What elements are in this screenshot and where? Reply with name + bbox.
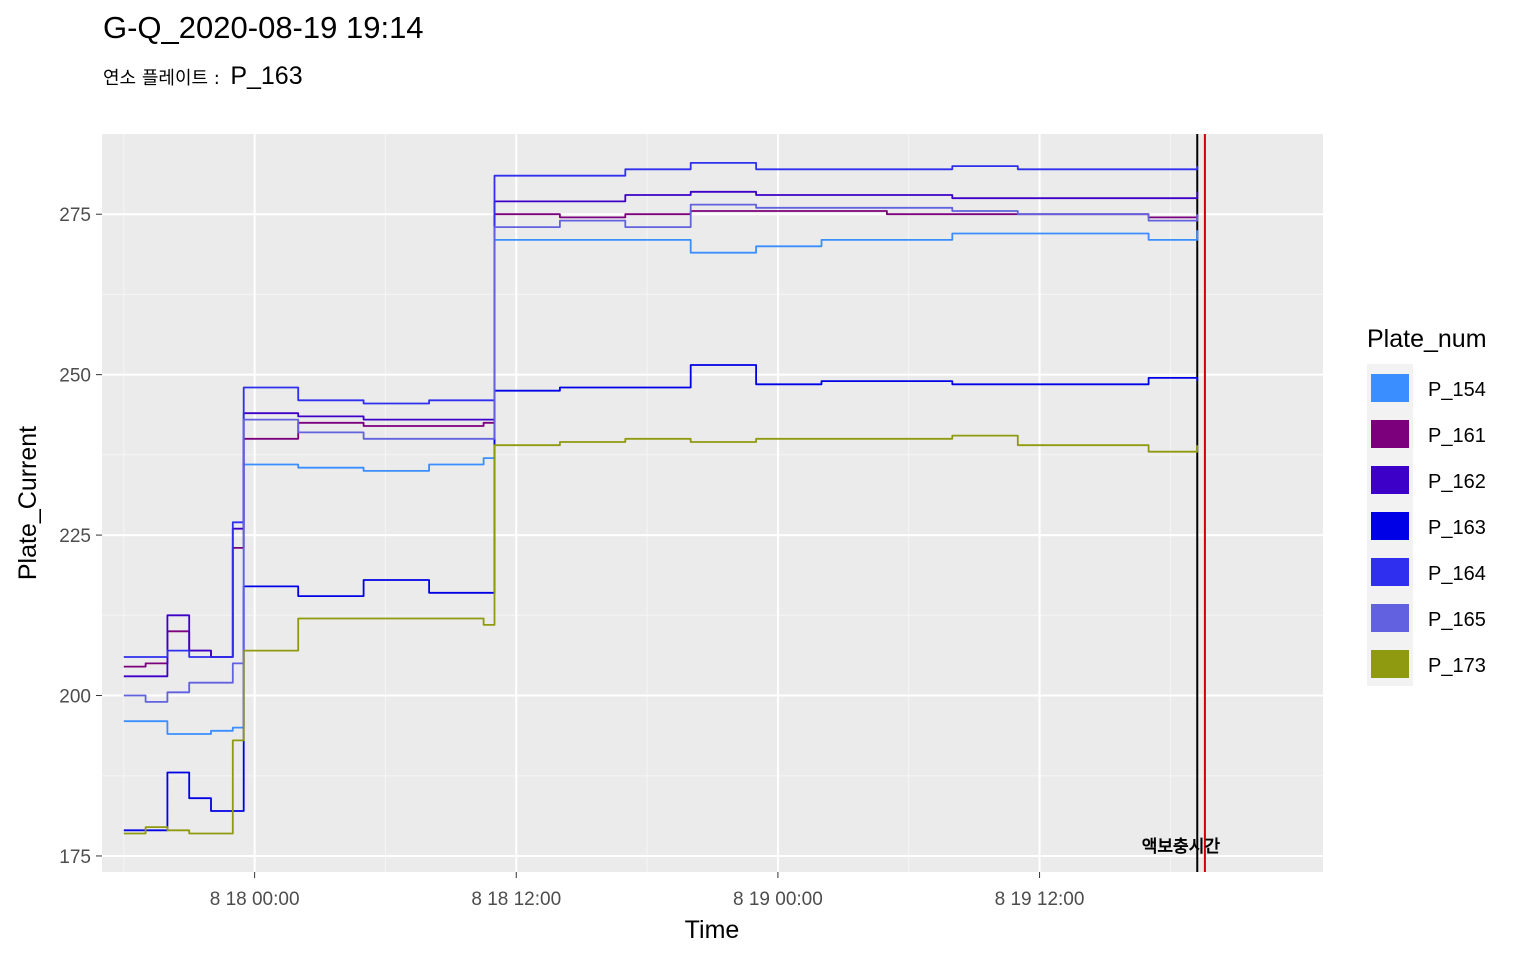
x-tick-label: 8 19 12:00 [995, 889, 1085, 910]
legend-label: P_164 [1428, 563, 1486, 585]
legend-label: P_173 [1428, 655, 1486, 677]
legend-swatch [1371, 650, 1409, 678]
legend-swatch [1371, 374, 1409, 402]
grid-lines [102, 134, 1323, 872]
x-tick-label: 8 18 00:00 [210, 889, 300, 910]
legend-swatch [1371, 512, 1409, 540]
legend-swatch [1371, 558, 1409, 586]
vline-annotation: 액보충시간 [1142, 837, 1221, 857]
legend-label: P_165 [1428, 609, 1486, 631]
x-axis-title: Time [685, 916, 740, 944]
series-line-p-173 [123, 434, 1199, 835]
series-line-p-154 [123, 230, 1199, 735]
reference-lines: 액보충시간 [1142, 134, 1221, 872]
legend-swatch [1371, 420, 1409, 448]
chart-subtitle: 연소 플레이트 : P_163 [103, 62, 303, 91]
subtitle-label: 연소 플레이트 : [103, 68, 220, 89]
axes: 175 200 225 250 275 8 18 00:00 8 18 12:00 8 19 … [59, 205, 1084, 910]
legend-swatch [1371, 466, 1409, 494]
chart-title: G-Q_2020-08-19 19:14 [103, 10, 424, 45]
y-tick-label: 175 [59, 847, 91, 868]
x-tick-label: 8 18 12:00 [471, 889, 561, 910]
y-axis-title: Plate_Current [14, 426, 42, 580]
x-tick-label: 8 19 00:00 [733, 889, 823, 910]
legend-title: Plate_num [1367, 325, 1487, 353]
legend: Plate_num P_154 P_161 P_162 P_163 P_164 P_165… [1367, 325, 1487, 686]
series-line-p-162 [123, 190, 1199, 678]
legend-label: P_162 [1428, 471, 1486, 493]
legend-label: P_163 [1428, 517, 1486, 539]
y-tick-label: 200 [59, 687, 91, 708]
series-line-p-165 [123, 203, 1199, 703]
legend-label: P_154 [1428, 379, 1486, 401]
y-tick-label: 275 [59, 205, 91, 226]
y-tick-label: 225 [59, 526, 91, 547]
series-lines [123, 162, 1199, 835]
legend-label: P_161 [1428, 425, 1486, 447]
y-tick-label: 250 [59, 366, 91, 387]
legend-swatch [1371, 604, 1409, 632]
subtitle-value: P_163 [230, 62, 303, 90]
plot-panel [102, 134, 1323, 872]
